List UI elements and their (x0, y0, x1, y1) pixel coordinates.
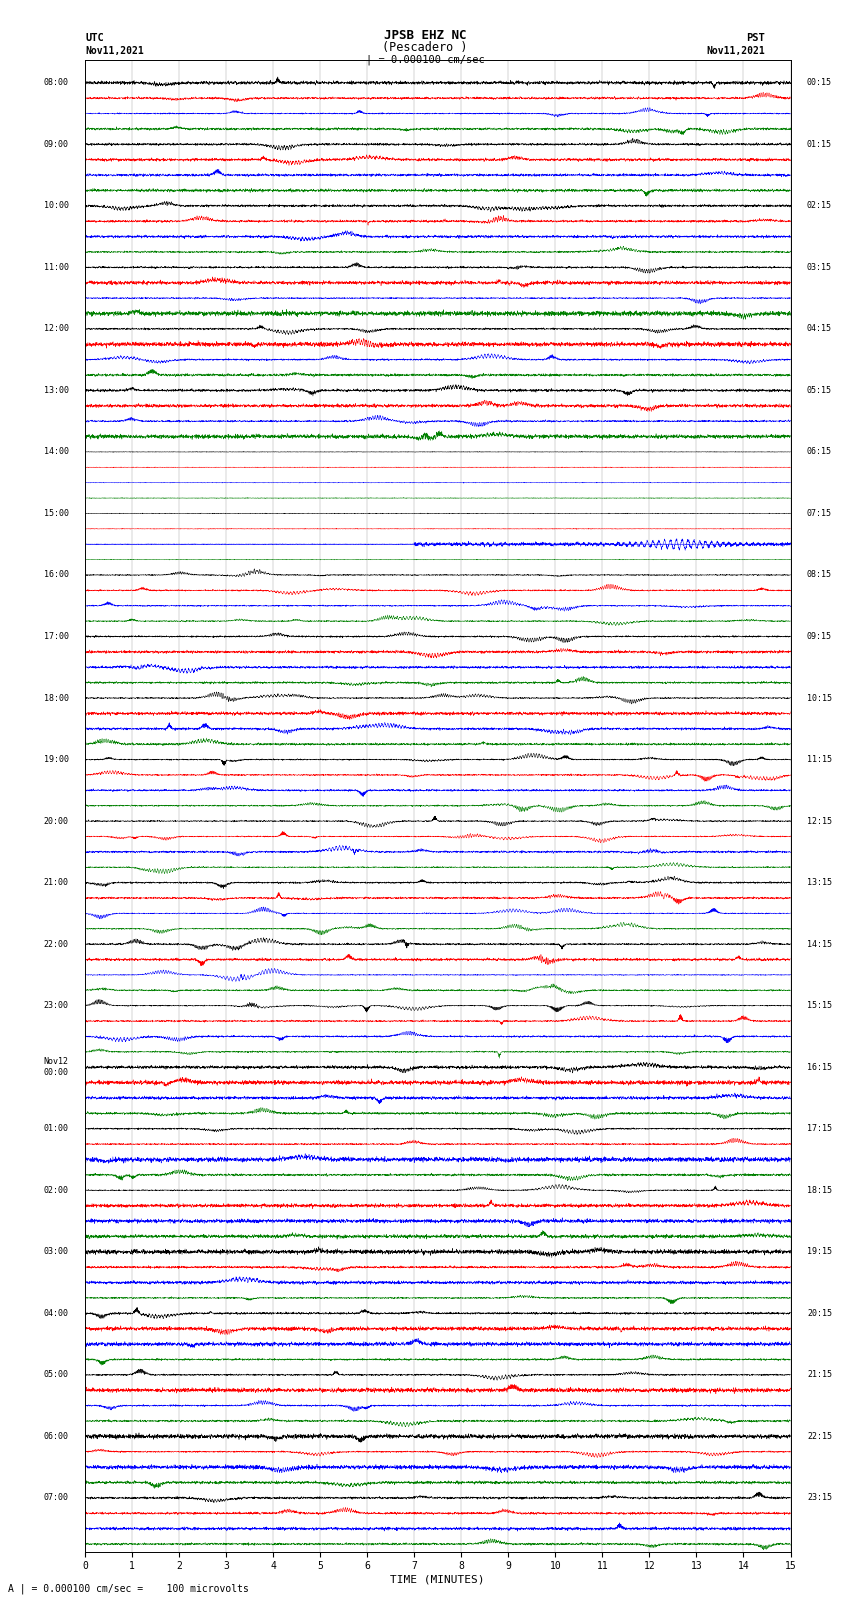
Text: 05:00: 05:00 (43, 1371, 69, 1379)
Text: 22:15: 22:15 (807, 1432, 832, 1440)
Text: 12:15: 12:15 (807, 816, 832, 826)
Text: UTC: UTC (85, 32, 104, 44)
Text: (Pescadero ): (Pescadero ) (382, 40, 468, 55)
Text: 15:15: 15:15 (807, 1002, 832, 1010)
Text: 01:00: 01:00 (43, 1124, 69, 1134)
Text: 15:00: 15:00 (43, 510, 69, 518)
Text: 11:00: 11:00 (43, 263, 69, 273)
Text: 03:15: 03:15 (807, 263, 832, 273)
Text: 03:00: 03:00 (43, 1247, 69, 1257)
Text: 10:15: 10:15 (807, 694, 832, 703)
Text: 11:15: 11:15 (807, 755, 832, 765)
Text: 01:15: 01:15 (807, 140, 832, 148)
Text: A | = 0.000100 cm/sec =    100 microvolts: A | = 0.000100 cm/sec = 100 microvolts (8, 1582, 249, 1594)
Text: 14:15: 14:15 (807, 940, 832, 948)
Text: Nov11,2021: Nov11,2021 (85, 45, 144, 56)
Text: 21:00: 21:00 (43, 877, 69, 887)
Text: 10:00: 10:00 (43, 202, 69, 210)
Text: 21:15: 21:15 (807, 1371, 832, 1379)
Text: 20:15: 20:15 (807, 1308, 832, 1318)
Text: | = 0.000100 cm/sec: | = 0.000100 cm/sec (366, 53, 484, 65)
Text: 17:00: 17:00 (43, 632, 69, 640)
Text: 13:00: 13:00 (43, 386, 69, 395)
Text: 23:00: 23:00 (43, 1002, 69, 1010)
Text: JPSB EHZ NC: JPSB EHZ NC (383, 29, 467, 42)
Text: 05:15: 05:15 (807, 386, 832, 395)
Text: 14:00: 14:00 (43, 447, 69, 456)
Text: 06:00: 06:00 (43, 1432, 69, 1440)
Text: 22:00: 22:00 (43, 940, 69, 948)
Text: 20:00: 20:00 (43, 816, 69, 826)
Text: 18:00: 18:00 (43, 694, 69, 703)
Text: 08:00: 08:00 (43, 79, 69, 87)
Text: 16:15: 16:15 (807, 1063, 832, 1071)
Text: 09:00: 09:00 (43, 140, 69, 148)
Text: Nov12
00:00: Nov12 00:00 (43, 1058, 69, 1077)
Text: 16:00: 16:00 (43, 571, 69, 579)
Text: 02:00: 02:00 (43, 1186, 69, 1195)
Text: 17:15: 17:15 (807, 1124, 832, 1134)
Text: 07:15: 07:15 (807, 510, 832, 518)
Text: 09:15: 09:15 (807, 632, 832, 640)
Text: 07:00: 07:00 (43, 1494, 69, 1502)
Text: 00:15: 00:15 (807, 79, 832, 87)
Text: 02:15: 02:15 (807, 202, 832, 210)
Text: 04:00: 04:00 (43, 1308, 69, 1318)
Text: 04:15: 04:15 (807, 324, 832, 334)
Text: 23:15: 23:15 (807, 1494, 832, 1502)
Text: Nov11,2021: Nov11,2021 (706, 45, 765, 56)
Text: 06:15: 06:15 (807, 447, 832, 456)
X-axis label: TIME (MINUTES): TIME (MINUTES) (390, 1574, 485, 1584)
Text: 18:15: 18:15 (807, 1186, 832, 1195)
Text: 19:00: 19:00 (43, 755, 69, 765)
Text: PST: PST (746, 32, 765, 44)
Text: 12:00: 12:00 (43, 324, 69, 334)
Text: 08:15: 08:15 (807, 571, 832, 579)
Text: 13:15: 13:15 (807, 877, 832, 887)
Text: 19:15: 19:15 (807, 1247, 832, 1257)
